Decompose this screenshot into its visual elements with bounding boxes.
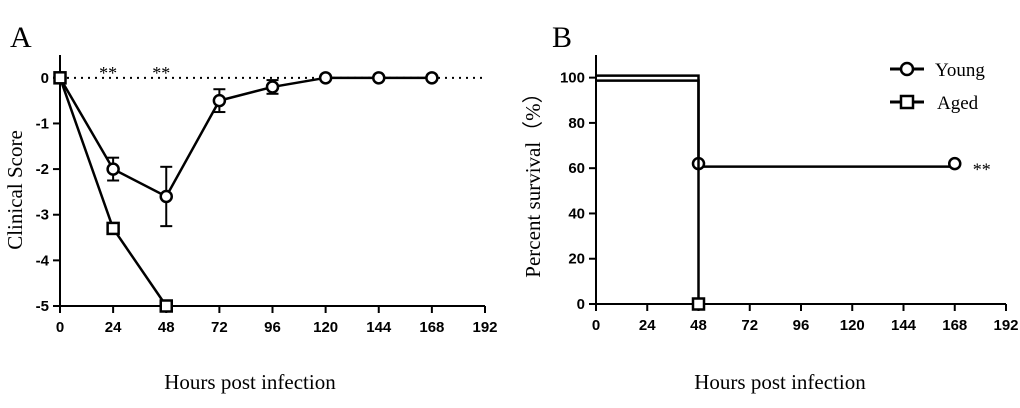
y-tick-label: -5 <box>36 298 49 315</box>
legend-item-aged: Aged <box>890 93 979 114</box>
x-tick-label: 48 <box>690 317 707 334</box>
y-tick-label: -2 <box>36 161 49 178</box>
legend-label-young: Young <box>935 60 985 81</box>
y-tick-label: 20 <box>568 251 585 268</box>
y-tick-label: -3 <box>36 207 49 224</box>
panel-a: A Hours post infection Clinical Score 0 2… <box>3 21 498 394</box>
x-tick-label: 72 <box>211 319 228 336</box>
data-point-circle <box>948 156 962 171</box>
panel-b-axes: 0 24 48 72 96 120 144 168 192 0 20 40 60 80 100 <box>560 55 1019 334</box>
x-tick-label: 0 <box>56 319 64 336</box>
y-tick-label: 0 <box>577 296 585 313</box>
x-tick-label: 120 <box>313 319 338 336</box>
panel-b: B Hours post infection Percent survival（… <box>521 21 1019 394</box>
y-tick-label: -1 <box>36 115 49 132</box>
panel-a-axes: 0 24 48 72 96 120 144 168 192 0 -1 -2 -3 -4 -5 <box>36 55 498 336</box>
x-tick-label: 168 <box>419 319 444 336</box>
legend-item-young: Young <box>890 60 985 81</box>
annotation-b-1: ** <box>973 160 991 180</box>
series-circle <box>596 79 962 171</box>
x-tick-label: 24 <box>105 319 122 336</box>
x-tick-label: 72 <box>741 317 758 334</box>
y-tick-label: 0 <box>41 70 49 87</box>
x-tick-label: 144 <box>366 319 392 336</box>
x-tick-label: 0 <box>592 317 600 334</box>
y-tick-label: 80 <box>568 115 585 132</box>
panel-b-x-axis-label: Hours post infection <box>694 370 866 394</box>
x-tick-label: 24 <box>639 317 656 334</box>
data-point-circle <box>265 80 280 94</box>
series-square <box>53 71 173 313</box>
legend: Young Aged <box>890 60 985 114</box>
data-point-circle <box>318 71 333 85</box>
series-line <box>58 76 432 199</box>
panel-a-series <box>53 71 439 313</box>
x-tick-label: 192 <box>993 317 1018 334</box>
annotation-a-2: ** <box>152 63 170 83</box>
panel-a-annotations: ** ** <box>99 63 170 83</box>
x-tick-label: 48 <box>158 319 175 336</box>
panel-a-y-axis-label: Clinical Score <box>3 130 27 250</box>
panel-b-series <box>596 74 962 311</box>
legend-label-aged: Aged <box>937 93 979 114</box>
x-tick-label: 96 <box>264 319 281 336</box>
x-tick-label: 168 <box>942 317 967 334</box>
data-point-circle <box>106 162 120 176</box>
panel-b-label: B <box>552 21 572 54</box>
y-tick-label: 100 <box>560 70 585 87</box>
y-tick-label: 60 <box>568 160 585 177</box>
series-square <box>596 74 706 311</box>
series-circle <box>53 71 439 228</box>
panel-b-annotations: ** <box>973 160 991 180</box>
data-point-square <box>159 299 173 313</box>
data-point-circle <box>372 71 386 85</box>
y-tick-label: -4 <box>36 252 50 269</box>
x-tick-label: 120 <box>840 317 865 334</box>
x-tick-label: 192 <box>472 319 497 336</box>
data-point-circle <box>212 93 227 108</box>
legend-marker-young <box>899 61 915 77</box>
panel-b-y-axis-label: Percent survival（%） <box>521 82 545 277</box>
x-tick-label: 96 <box>793 317 810 334</box>
data-point-square <box>53 71 67 85</box>
series-line <box>596 74 700 302</box>
series-line <box>58 77 168 307</box>
panel-a-label: A <box>10 21 32 54</box>
series-line <box>596 79 955 168</box>
data-point-circle <box>159 189 173 204</box>
data-point-square <box>106 221 120 236</box>
data-point-square <box>691 297 706 311</box>
x-tick-label: 144 <box>891 317 917 334</box>
panel-a-x-axis-label: Hours post infection <box>164 370 336 394</box>
y-tick-label: 40 <box>568 205 585 222</box>
data-point-circle <box>425 71 439 85</box>
annotation-a-1: ** <box>99 63 117 83</box>
legend-marker-aged <box>899 94 915 110</box>
